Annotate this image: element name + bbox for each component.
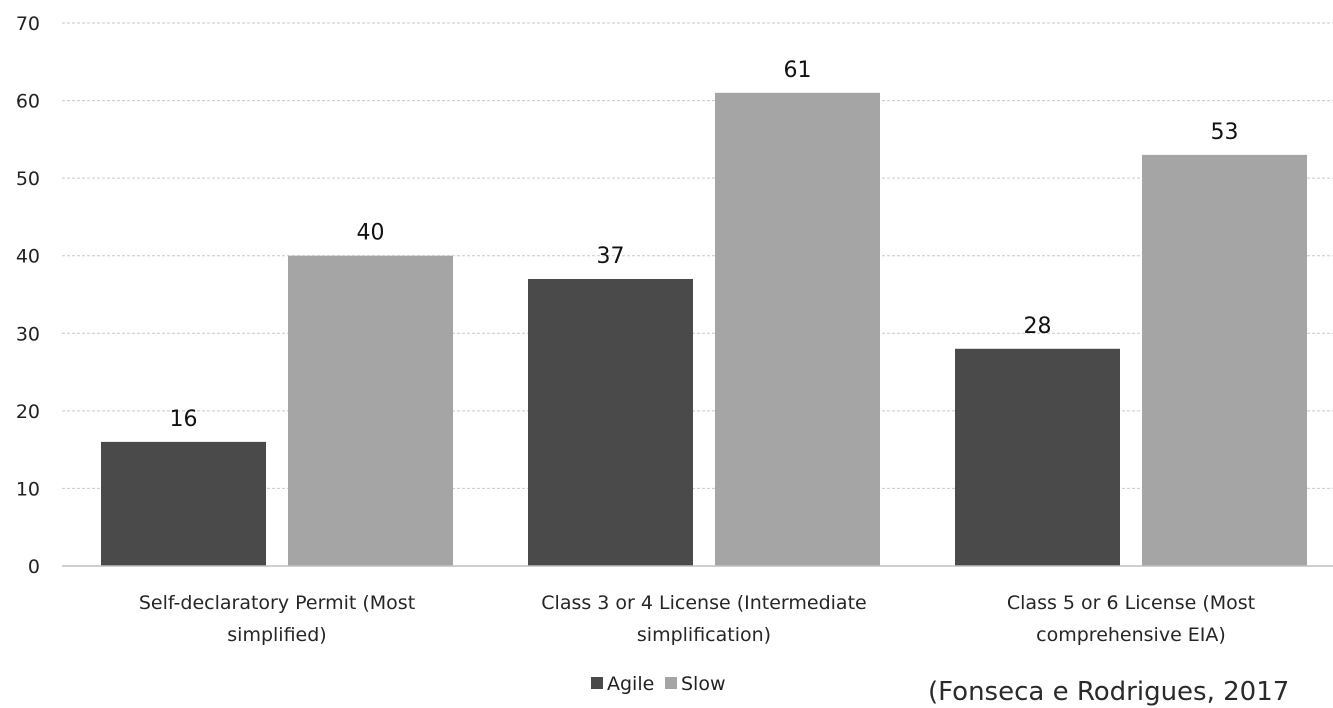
category-label-1-line-1: simplification) (637, 624, 771, 646)
bar-slow-1 (715, 92, 880, 567)
data-label-agile-2: 28 (1024, 314, 1052, 339)
y-tick-label-0: 0 (28, 556, 40, 578)
data-label-slow-1: 61 (784, 58, 812, 83)
gridlines (62, 22, 1333, 489)
bar-agile-0 (101, 441, 266, 566)
y-tick-label-30: 30 (16, 323, 40, 345)
category-label-2: Class 5 or 6 License (Most comprehensive … (1007, 592, 1255, 646)
y-tick-label-40: 40 (16, 246, 40, 268)
y-tick-label-50: 50 (16, 168, 40, 190)
category-label-0-line-1: simplified) (227, 624, 326, 646)
data-label-agile-1: 37 (597, 244, 625, 269)
legend-label-slow: Slow (681, 673, 726, 695)
y-tick-label-70: 70 (16, 13, 40, 35)
bars (101, 92, 1307, 567)
data-label-slow-0: 40 (357, 221, 385, 246)
legend-label-agile: Agile (607, 673, 654, 695)
bar-agile-1 (528, 278, 693, 566)
y-tick-label-20: 20 (16, 401, 40, 423)
category-label-2-line-1: comprehensive EIA) (1036, 624, 1226, 646)
category-label-1: Class 3 or 4 License (Intermediate simpli… (541, 592, 866, 646)
category-label-0-line-0: Self-declaratory Permit (Most (139, 592, 415, 614)
y-axis-ticks: 0 10 20 30 40 50 60 70 (16, 13, 40, 578)
legend-swatch-agile (591, 677, 603, 689)
y-tick-label-10: 10 (16, 478, 40, 500)
category-labels: Self-declaratory Permit (Most simplified)… (139, 592, 1255, 646)
legend: Agile Slow (591, 673, 726, 695)
citation-text: (Fonseca e Rodrigues, 2017 (928, 677, 1289, 707)
bar-slow-2 (1142, 154, 1307, 566)
category-label-1-line-0: Class 3 or 4 License (Intermediate (541, 592, 866, 614)
data-label-agile-0: 16 (170, 407, 198, 432)
legend-swatch-slow (665, 677, 677, 689)
bar-agile-2 (955, 348, 1120, 566)
data-labels: 16 40 37 61 28 53 (170, 58, 1239, 432)
category-label-2-line-0: Class 5 or 6 License (Most (1007, 592, 1255, 614)
category-label-0: Self-declaratory Permit (Most simplified) (139, 592, 415, 646)
bar-slow-0 (288, 255, 453, 566)
data-label-slow-2: 53 (1211, 120, 1239, 145)
y-tick-label-60: 60 (16, 91, 40, 113)
